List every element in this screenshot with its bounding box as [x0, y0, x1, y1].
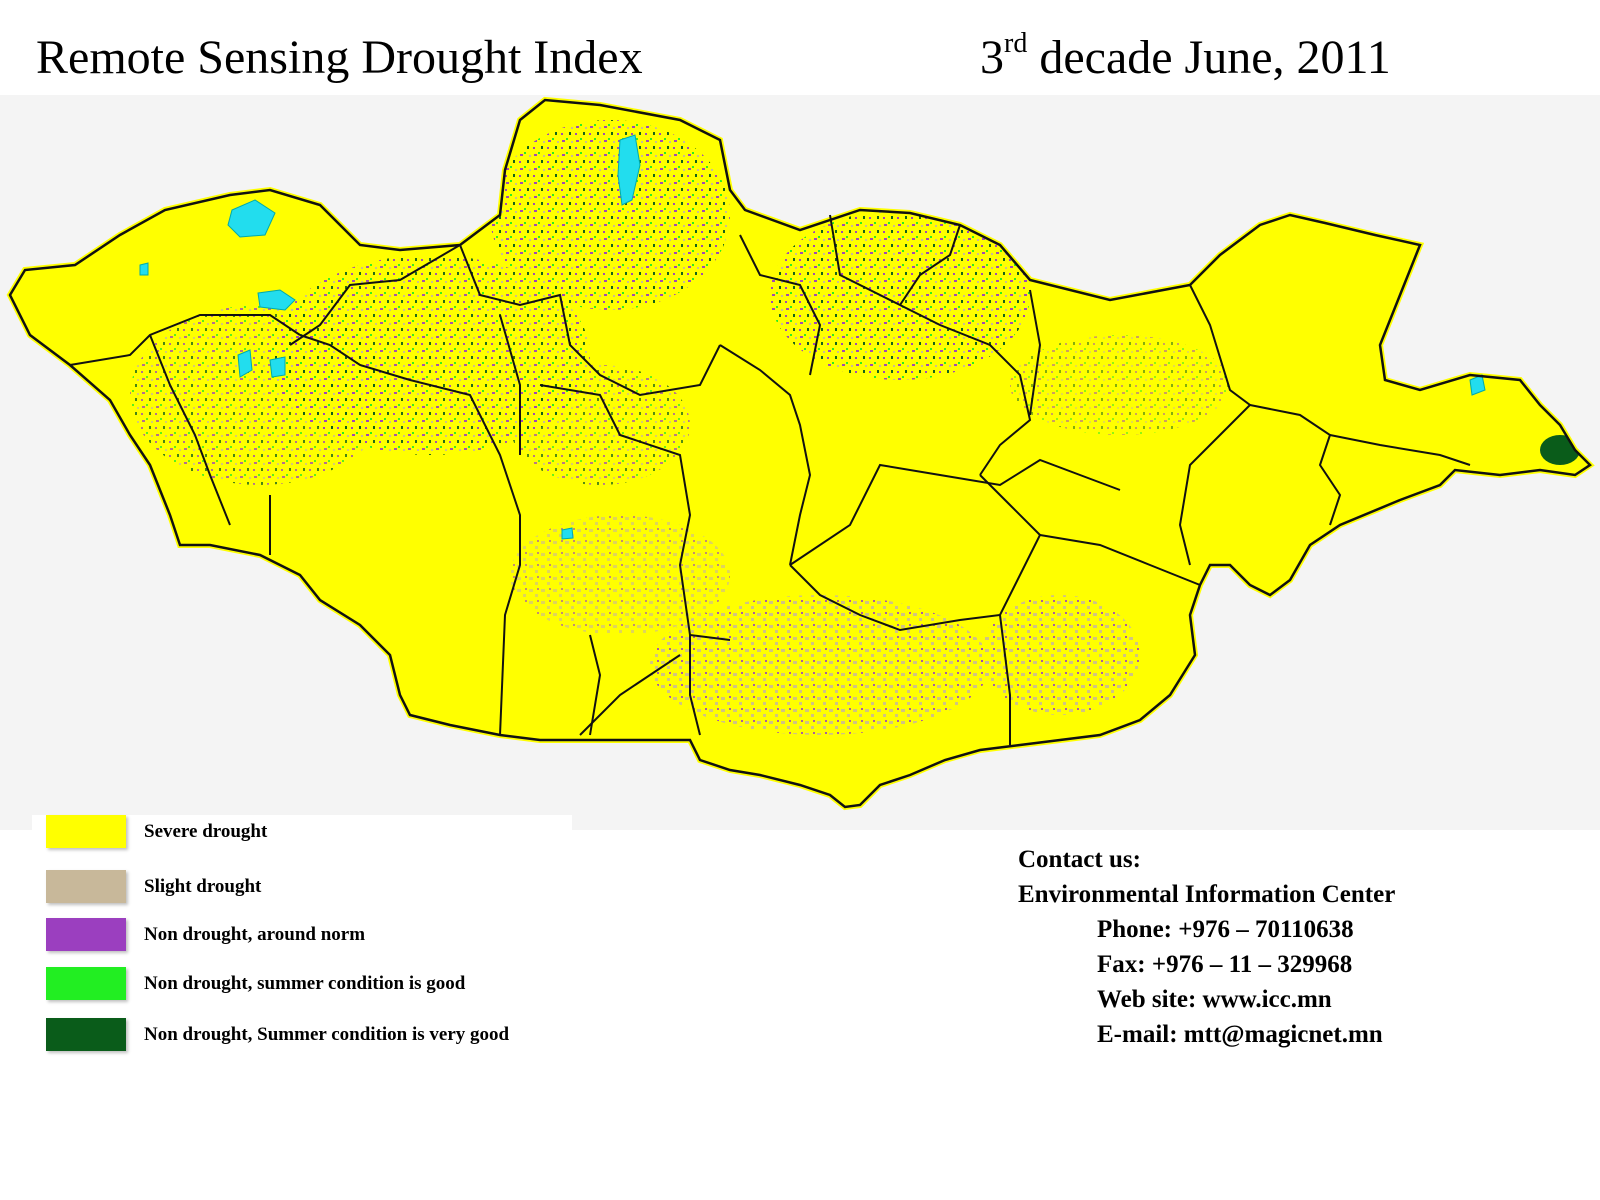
lake-uvs — [227, 199, 276, 238]
legend-label-non-drought-good: Non drought, summer condition is good — [144, 973, 466, 994]
date-ordinal: 3 — [980, 31, 1004, 84]
legend-label-slight-drought: Slight drought — [144, 876, 262, 897]
boundary-central-1 — [299, 334, 521, 736]
boundary-east-1 — [1029, 289, 1042, 416]
province-boundaries — [8, 98, 1592, 809]
legend-label-non-drought-norm: Non drought, around norm — [144, 924, 366, 945]
date-suffix: rd — [1004, 28, 1028, 59]
boundary-west-1 — [149, 334, 231, 526]
contact-email[interactable]: E-mail: mtt@magicnet.mn — [1097, 1021, 1383, 1048]
map-date: 3rd decade June, 2011 — [980, 30, 1391, 84]
map-legend: Severe drought Slight drought Non drough… — [32, 815, 572, 1080]
east-vegetation-region — [1010, 335, 1230, 435]
mongolia-map-svg — [0, 95, 1600, 830]
contact-website[interactable]: Web site: www.icc.mn — [1097, 986, 1332, 1013]
lake-south-small — [561, 527, 574, 540]
contact-heading: Contact us: — [1018, 846, 1141, 873]
lake-achit — [139, 262, 149, 276]
northeast-vegetation-region — [770, 210, 1030, 380]
lake-khar-us — [237, 349, 253, 378]
boundary-north-east-3 — [899, 224, 961, 306]
boundary-central-2 — [499, 314, 521, 455]
legend-swatch-non-drought-good — [46, 967, 126, 1000]
contact-fax: Fax: +976 – 11 – 329968 — [1097, 951, 1353, 978]
date-rest: decade June, 2011 — [1027, 31, 1391, 84]
lake-khyargas — [257, 289, 296, 311]
legend-swatch-slight-drought — [46, 870, 126, 903]
boundary-south-3 — [999, 614, 1011, 745]
boundary-south-1 — [589, 634, 602, 736]
boundary-south-central — [789, 474, 1042, 632]
boundary-east-central — [789, 458, 1121, 566]
lake-khuvsgul — [617, 134, 641, 206]
map-title: Remote Sensing Drought Index — [36, 31, 643, 84]
contact-phone: Phone: +976 – 70110638 — [1097, 916, 1354, 943]
central-south-vegetation-region — [510, 365, 690, 485]
boundary-north-central — [459, 244, 721, 397]
boundary-north-east-1 — [739, 234, 822, 376]
legend-swatch-severe-drought — [46, 815, 126, 848]
boundary-south-east — [1039, 534, 1201, 586]
west-vegetation-region — [130, 305, 390, 485]
south-central-slight-drought-region — [510, 515, 730, 635]
boundary-east-4 — [1329, 434, 1471, 466]
boundary-south-4 — [579, 654, 681, 736]
drought-map — [0, 95, 1600, 830]
boundary-south-2 — [689, 635, 701, 736]
boundary-north-east-2 — [829, 214, 1032, 476]
legend-swatch-non-drought-norm — [46, 918, 126, 951]
boundary-west-2 — [69, 314, 301, 366]
north-vegetation-region — [490, 120, 730, 310]
lakes — [139, 134, 1486, 540]
legend-label-non-drought-very-good: Non drought, Summer condition is very go… — [144, 1024, 510, 1045]
boundary-east-3 — [1249, 404, 1342, 526]
boundary-central-3 — [539, 384, 731, 641]
contact-block: Contact us: Environmental Information Ce… — [1018, 842, 1395, 1052]
south-slight-drought-region — [650, 595, 990, 735]
southeast-slight-drought-region — [980, 595, 1140, 715]
boundary-east-2 — [1178, 284, 1252, 566]
boundary-central-4 — [719, 344, 812, 566]
boundary-north-west — [289, 244, 461, 346]
legend-swatch-non-drought-very-good — [46, 1018, 126, 1051]
contact-org: Environmental Information Center — [1018, 881, 1396, 908]
lake-khar — [269, 356, 286, 378]
legend-label-severe-drought: Severe drought — [144, 821, 268, 842]
